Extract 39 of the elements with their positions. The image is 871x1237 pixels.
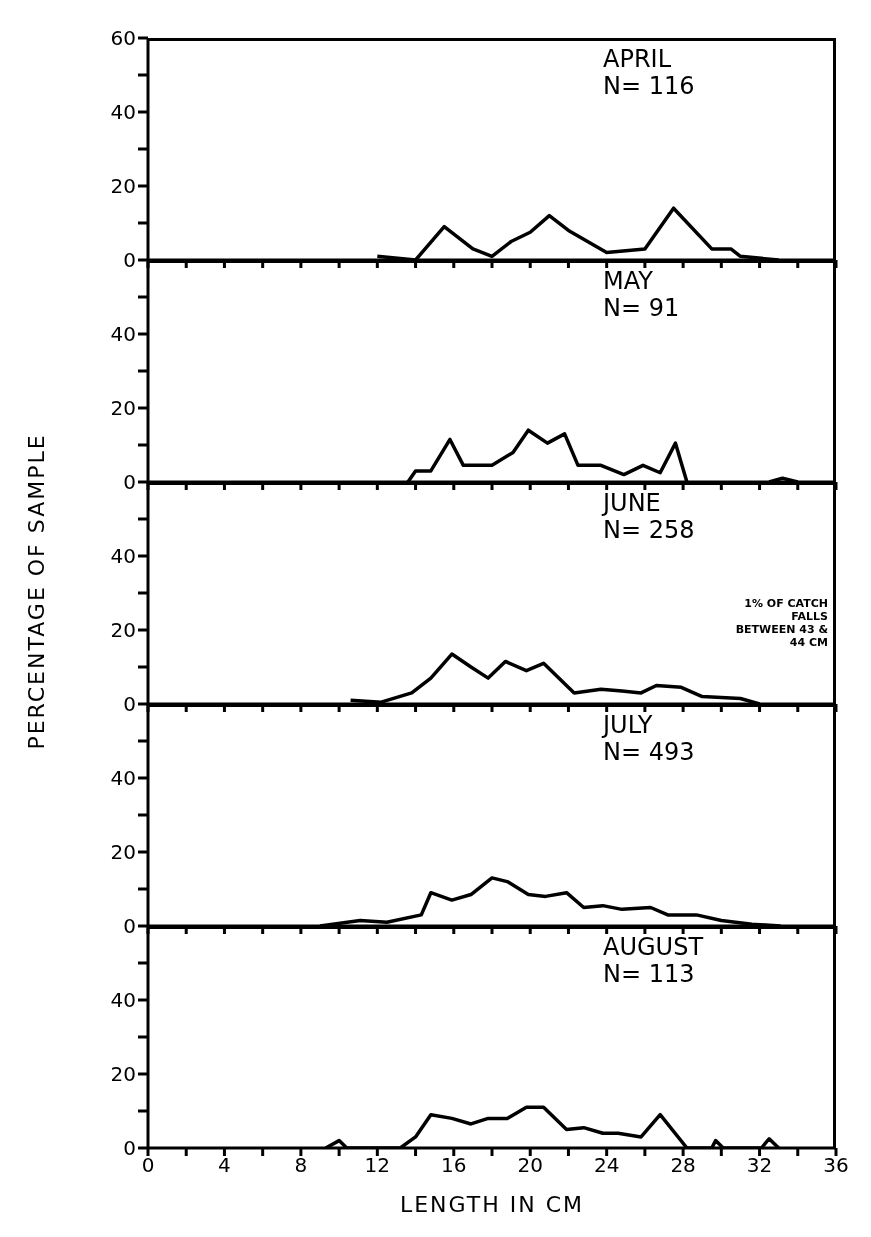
- annotation: 1% OF CATCH FALLS BETWEEN 43 & 44 CM: [734, 597, 828, 649]
- x-tick-label: 0: [141, 1153, 155, 1178]
- y-tick-label: 60: [110, 26, 136, 51]
- annotation: N= 91: [603, 294, 680, 322]
- x-tick-label: 32: [746, 1153, 773, 1178]
- y-tick-label: 0: [123, 914, 136, 939]
- y-axis-title: PERCENTAGE OF SAMPLE: [23, 432, 49, 752]
- y-tick-label: 40: [110, 544, 136, 569]
- annotation: AUGUST: [603, 933, 704, 961]
- annotation: JULY: [603, 711, 654, 739]
- annotation: MAY: [603, 267, 654, 295]
- x-tick-label: 4: [218, 1153, 231, 1178]
- annotation: N= 116: [603, 72, 695, 100]
- y-tick-label: 20: [110, 174, 136, 199]
- y-tick-label: 0: [123, 692, 136, 717]
- annotation: APRIL: [603, 45, 672, 73]
- annotation: JUNE: [603, 489, 662, 517]
- x-tick-label: 12: [364, 1153, 391, 1178]
- x-tick-label: 24: [593, 1153, 620, 1178]
- y-tick-label: 40: [110, 100, 136, 125]
- y-tick-label: 0: [123, 470, 136, 495]
- y-tick-label: 0: [123, 248, 136, 273]
- x-tick-label: 36: [823, 1153, 849, 1178]
- x-tick-label: 8: [294, 1153, 308, 1178]
- y-tick-label: 40: [110, 766, 136, 791]
- annotation: N= 113: [603, 960, 696, 988]
- x-axis-title: LENGTH IN CM: [398, 1192, 586, 1217]
- y-tick-label: 20: [110, 618, 136, 643]
- y-tick-label: 0: [123, 1136, 136, 1161]
- y-tick-label: 20: [110, 840, 136, 865]
- x-tick-label: 20: [517, 1153, 543, 1178]
- x-tick-label: 16: [441, 1153, 467, 1178]
- x-tick-label: 28: [670, 1153, 696, 1178]
- y-tick-label: 40: [110, 988, 136, 1013]
- annotation: N= 258: [603, 516, 695, 544]
- y-tick-label: 40: [110, 322, 136, 347]
- y-tick-label: 20: [110, 1062, 136, 1087]
- annotation: N= 493: [603, 738, 695, 766]
- y-tick-label: 20: [110, 396, 136, 421]
